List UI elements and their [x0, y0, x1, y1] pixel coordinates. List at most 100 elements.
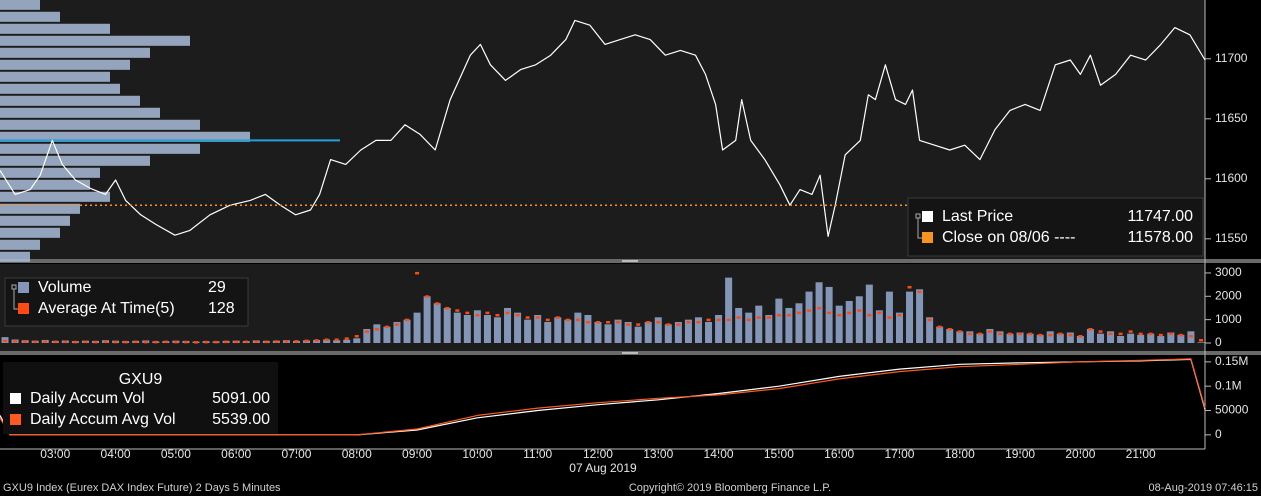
y-tick-label: 3000: [1215, 265, 1242, 279]
volume-bar: [1026, 333, 1034, 343]
volume-bar: [1066, 332, 1074, 343]
average-marker: [887, 316, 892, 319]
average-marker: [817, 306, 822, 310]
y-tick-label: 11600: [1215, 171, 1248, 185]
volume-bar: [584, 314, 592, 343]
average-marker: [1098, 330, 1103, 333]
legend-swatch: [922, 211, 933, 222]
volume-bar: [815, 282, 823, 343]
profile-bar: [0, 107, 160, 118]
volume-bar: [333, 340, 341, 343]
volume-bar: [976, 333, 984, 343]
x-tick-label: 18:00: [945, 447, 975, 461]
profile-bar: [0, 239, 40, 250]
average-marker: [23, 340, 28, 343]
average-marker: [1038, 333, 1043, 337]
y-tick-label: 11650: [1215, 111, 1248, 125]
average-marker: [183, 340, 188, 344]
average-marker: [957, 330, 962, 333]
volume-bar: [403, 319, 411, 343]
average-marker: [1138, 332, 1143, 336]
divider-handle: [622, 352, 638, 354]
average-marker: [746, 318, 751, 322]
legend-name: Close on 08/06 ----: [942, 229, 1075, 246]
x-tick-label: 20:00: [1065, 447, 1095, 461]
average-marker: [204, 340, 209, 344]
average-marker: [786, 313, 791, 317]
average-marker: [344, 337, 349, 340]
volume-bar: [574, 312, 582, 343]
average-marker: [354, 334, 359, 338]
legend-swatch: [18, 282, 29, 293]
volume-bar: [825, 286, 833, 343]
average-marker: [173, 340, 178, 344]
average-marker: [465, 311, 470, 315]
footer-right: 08-Aug-2019 07:46:15: [1149, 482, 1258, 494]
volume-bar: [1006, 333, 1014, 343]
volume-bar: [1127, 333, 1135, 343]
volume-bar: [493, 317, 501, 343]
volume-bar: [735, 307, 743, 343]
average-marker: [1058, 332, 1063, 336]
volume-bar: [966, 331, 974, 343]
average-marker: [937, 325, 942, 329]
x-tick-label: 07:00: [281, 447, 311, 461]
volume-bar: [1086, 328, 1094, 343]
average-marker: [575, 318, 580, 322]
average-marker: [193, 341, 198, 344]
average-marker: [1028, 332, 1033, 336]
legend: GXU9 Daily Accum Vol 5091.00 Daily Accum Av…: [3, 362, 278, 434]
average-marker: [766, 316, 771, 319]
average-marker: [636, 323, 641, 326]
y-tick-label: 0.1M: [1215, 378, 1242, 392]
x-tick-label: 05:00: [161, 447, 191, 461]
average-marker: [847, 311, 852, 315]
volume-bar: [946, 328, 954, 343]
legend: Last Price 11747.00 Close on 08/06 ---- 115…: [907, 197, 1204, 257]
average-marker: [897, 313, 902, 317]
average-marker: [837, 313, 842, 317]
volume-bar: [373, 324, 381, 343]
volume-bar: [855, 296, 863, 343]
legend-swatch: [922, 232, 933, 243]
y-tick-label: 11700: [1215, 51, 1248, 65]
legend-value: 29: [208, 279, 226, 296]
volume-bar: [443, 307, 451, 343]
average-marker: [726, 318, 731, 322]
average-marker: [565, 318, 570, 322]
y-tick-label: 0: [1215, 427, 1222, 441]
volume-bar: [986, 328, 994, 343]
volume-bar: [725, 277, 733, 343]
average-marker: [555, 316, 560, 319]
volume-bar: [1076, 335, 1084, 343]
average-marker: [143, 340, 148, 344]
average-marker: [1158, 333, 1163, 337]
profile-bar: [0, 23, 110, 34]
profile-bar: [0, 47, 150, 58]
average-marker: [83, 340, 88, 344]
volume-bar: [835, 305, 843, 343]
volume-bar: [1036, 334, 1044, 343]
y-tick-label: 0: [1215, 335, 1222, 349]
average-marker: [997, 332, 1002, 336]
average-marker: [867, 313, 872, 317]
average-marker: [264, 340, 269, 344]
average-marker: [686, 320, 691, 324]
average-marker: [1108, 332, 1113, 336]
average-marker: [917, 290, 922, 294]
volume-bar: [765, 314, 773, 343]
y-tick-label: 1000: [1215, 312, 1242, 326]
average-marker: [93, 340, 98, 344]
x-tick-label: 11:00: [523, 447, 552, 461]
average-marker: [676, 323, 681, 326]
average-marker: [1118, 332, 1123, 336]
average-marker: [314, 339, 319, 342]
average-marker: [947, 327, 952, 331]
volume-bar: [755, 305, 763, 343]
average-marker: [696, 320, 701, 324]
legend-box: [4, 277, 249, 327]
average-marker: [666, 323, 671, 326]
x-tick-label: 04:00: [101, 447, 131, 461]
